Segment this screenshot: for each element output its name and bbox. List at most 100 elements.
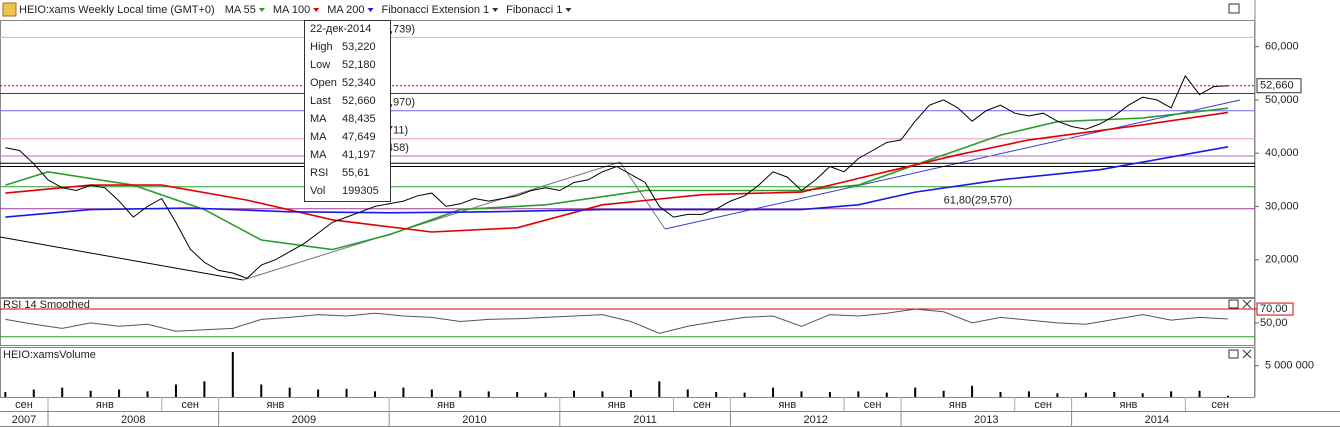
tooltip-label: MA bbox=[310, 131, 327, 143]
fibonacci-label: 61,80(29,570) bbox=[944, 195, 1013, 207]
volume-bar bbox=[260, 384, 263, 397]
volume-bar bbox=[999, 392, 1002, 397]
volume-bar bbox=[743, 392, 746, 397]
year-label: 2007 bbox=[12, 414, 36, 426]
y-tick-label: 60,000 bbox=[1265, 41, 1299, 53]
month-label: сен bbox=[864, 399, 882, 411]
month-label: янв bbox=[1120, 399, 1138, 411]
volume-bar bbox=[1198, 390, 1201, 397]
y-tick-label: 20,000 bbox=[1265, 254, 1299, 266]
tooltip-value: 52,180 bbox=[342, 59, 376, 71]
volume-bar bbox=[857, 391, 860, 397]
fib-extension-line[interactable] bbox=[619, 161, 666, 230]
year-label: 2012 bbox=[803, 414, 827, 426]
volume-bar bbox=[1226, 395, 1229, 397]
volume-bar bbox=[118, 389, 121, 397]
tooltip-label: High bbox=[310, 41, 333, 53]
month-label: сен bbox=[15, 399, 33, 411]
volume-bar bbox=[601, 391, 604, 397]
tooltip-label: Low bbox=[310, 59, 330, 71]
legend-dropdown[interactable] bbox=[313, 8, 320, 12]
volume-bar bbox=[288, 387, 291, 397]
tooltip-label: Last bbox=[310, 95, 331, 107]
last-price-label: 52,660 bbox=[1260, 80, 1294, 92]
tooltip-box bbox=[304, 20, 391, 202]
tooltip-value: 52,340 bbox=[342, 77, 376, 89]
volume-bar bbox=[1170, 391, 1173, 397]
volume-bar bbox=[373, 391, 376, 397]
tool-entry[interactable]: Fibonacci 1 bbox=[506, 4, 562, 16]
symbol-title[interactable]: HEIO:xams Weekly Local time (GMT+0) bbox=[19, 4, 215, 16]
volume-bar bbox=[146, 391, 149, 397]
y-tick-label: 40,000 bbox=[1265, 147, 1299, 159]
month-label: янв bbox=[608, 399, 626, 411]
volume-bar bbox=[885, 392, 888, 397]
tooltip-value: 47,649 bbox=[342, 131, 376, 143]
legend-entry[interactable]: MA 200 bbox=[327, 4, 364, 16]
tooltip-label: MA bbox=[310, 149, 327, 161]
year-label: 2011 bbox=[633, 414, 657, 426]
tool-entry[interactable]: Fibonacci Extension 1 bbox=[382, 4, 490, 16]
volume-bar bbox=[1141, 393, 1144, 397]
volume-bar bbox=[573, 390, 576, 397]
tooltip-value: 199305 bbox=[342, 185, 379, 197]
year-label: 2009 bbox=[292, 414, 316, 426]
tooltip-date: 22-дек-2014 bbox=[310, 23, 371, 35]
volume-bar bbox=[402, 387, 405, 397]
volume-bar bbox=[658, 381, 661, 397]
y-tick-label: 50,00 bbox=[1260, 317, 1288, 329]
panel-maximize[interactable] bbox=[1228, 299, 1239, 309]
volume-bar bbox=[1084, 392, 1087, 397]
volume-bar bbox=[1027, 391, 1030, 397]
volume-bar bbox=[971, 385, 974, 397]
year-label: 2013 bbox=[974, 414, 998, 426]
month-label: сен bbox=[181, 399, 199, 411]
tool-dropdown[interactable] bbox=[492, 8, 499, 12]
trend-line[interactable] bbox=[664, 99, 1241, 230]
symbol-icon[interactable] bbox=[2, 2, 17, 17]
fib-extension-line[interactable] bbox=[242, 161, 621, 281]
volume-bar bbox=[430, 389, 433, 397]
volume-bar bbox=[4, 392, 7, 397]
volume-bar bbox=[828, 392, 831, 397]
tooltip-label: RSI bbox=[310, 167, 328, 179]
volume-bar bbox=[516, 392, 519, 397]
trend-line[interactable] bbox=[0, 236, 244, 281]
tooltip-value: 52,660 bbox=[342, 95, 376, 107]
volume-bar bbox=[544, 392, 547, 397]
month-label: янв bbox=[437, 399, 455, 411]
volume-bar bbox=[345, 388, 348, 397]
panel-title[interactable]: RSI 14 Smoothed bbox=[3, 299, 90, 311]
moving-average bbox=[5, 111, 1229, 233]
volume-bar bbox=[487, 391, 490, 397]
maximize-button[interactable] bbox=[1228, 3, 1240, 14]
volume-bar bbox=[89, 390, 92, 397]
tool-dropdown[interactable] bbox=[565, 8, 572, 12]
legend-dropdown[interactable] bbox=[258, 8, 265, 12]
year-label: 2014 bbox=[1145, 414, 1169, 426]
moving-average bbox=[5, 146, 1229, 218]
volume-bar bbox=[459, 390, 462, 397]
month-label: янв bbox=[267, 399, 285, 411]
tooltip-value: 41,197 bbox=[342, 149, 376, 161]
tooltip-label: MA bbox=[310, 113, 327, 125]
legend-entry[interactable]: MA 100 bbox=[273, 4, 310, 16]
panel-title[interactable]: HEIO:xamsVolume bbox=[3, 349, 96, 361]
volume-bar bbox=[800, 391, 803, 397]
volume-bar bbox=[629, 390, 632, 397]
tooltip-label: Open bbox=[310, 77, 337, 89]
panel-close[interactable] bbox=[1242, 299, 1252, 309]
panel-close[interactable] bbox=[1242, 349, 1252, 359]
tooltip-value: 48,435 bbox=[342, 113, 376, 125]
volume-bar bbox=[174, 384, 177, 397]
panel-maximize[interactable] bbox=[1228, 349, 1239, 359]
month-label: сен bbox=[1211, 399, 1229, 411]
month-label: сен bbox=[1034, 399, 1052, 411]
legend-dropdown[interactable] bbox=[367, 8, 374, 12]
tooltip-value: 53,220 bbox=[342, 41, 376, 53]
month-label: сен bbox=[693, 399, 711, 411]
tooltip-value: 55,61 bbox=[342, 167, 370, 179]
legend-entry[interactable]: MA 55 bbox=[225, 4, 256, 16]
